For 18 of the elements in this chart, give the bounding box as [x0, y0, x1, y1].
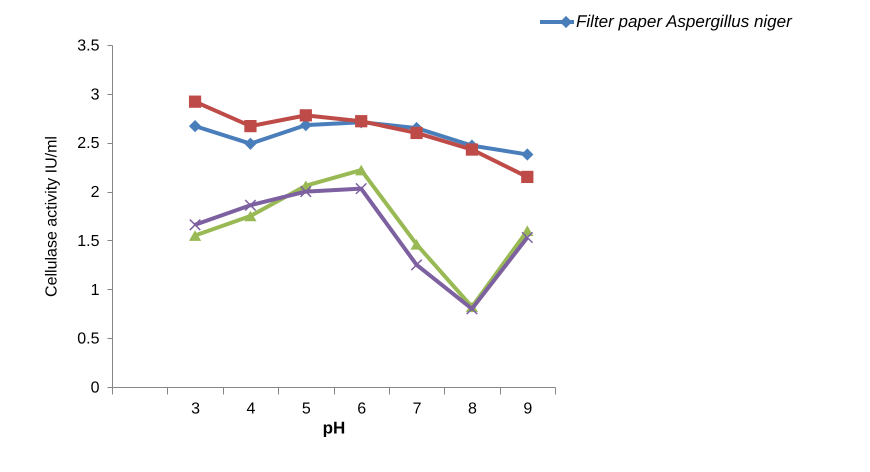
- y-tick-label: 0.5: [77, 330, 100, 348]
- x-tick-label: 3: [191, 400, 200, 418]
- y-tick-label: 3: [90, 86, 100, 104]
- x-tick-label: 7: [412, 400, 422, 418]
- y-tick-label: 3.5: [77, 38, 100, 54]
- y-tick-label: 2.5: [77, 135, 100, 152]
- x-tick-label: 6: [357, 400, 366, 418]
- y-tick-label: 1: [90, 282, 100, 299]
- y-tick-label: 1.5: [77, 232, 100, 250]
- x-tick-label: 8: [468, 400, 477, 418]
- y-tick-label: 0: [90, 380, 100, 396]
- x-axis-title: pH: [322, 418, 346, 438]
- x-tick-label: 9: [523, 400, 532, 418]
- x-tick-label: 4: [246, 400, 256, 418]
- y-tick-label: 2: [90, 184, 100, 202]
- legend-label: Filter paper Aspergillus niger: [576, 12, 794, 31]
- y-axis-title: Cellulase activity IU/ml: [43, 136, 60, 297]
- x-tick-label: 5: [302, 400, 311, 418]
